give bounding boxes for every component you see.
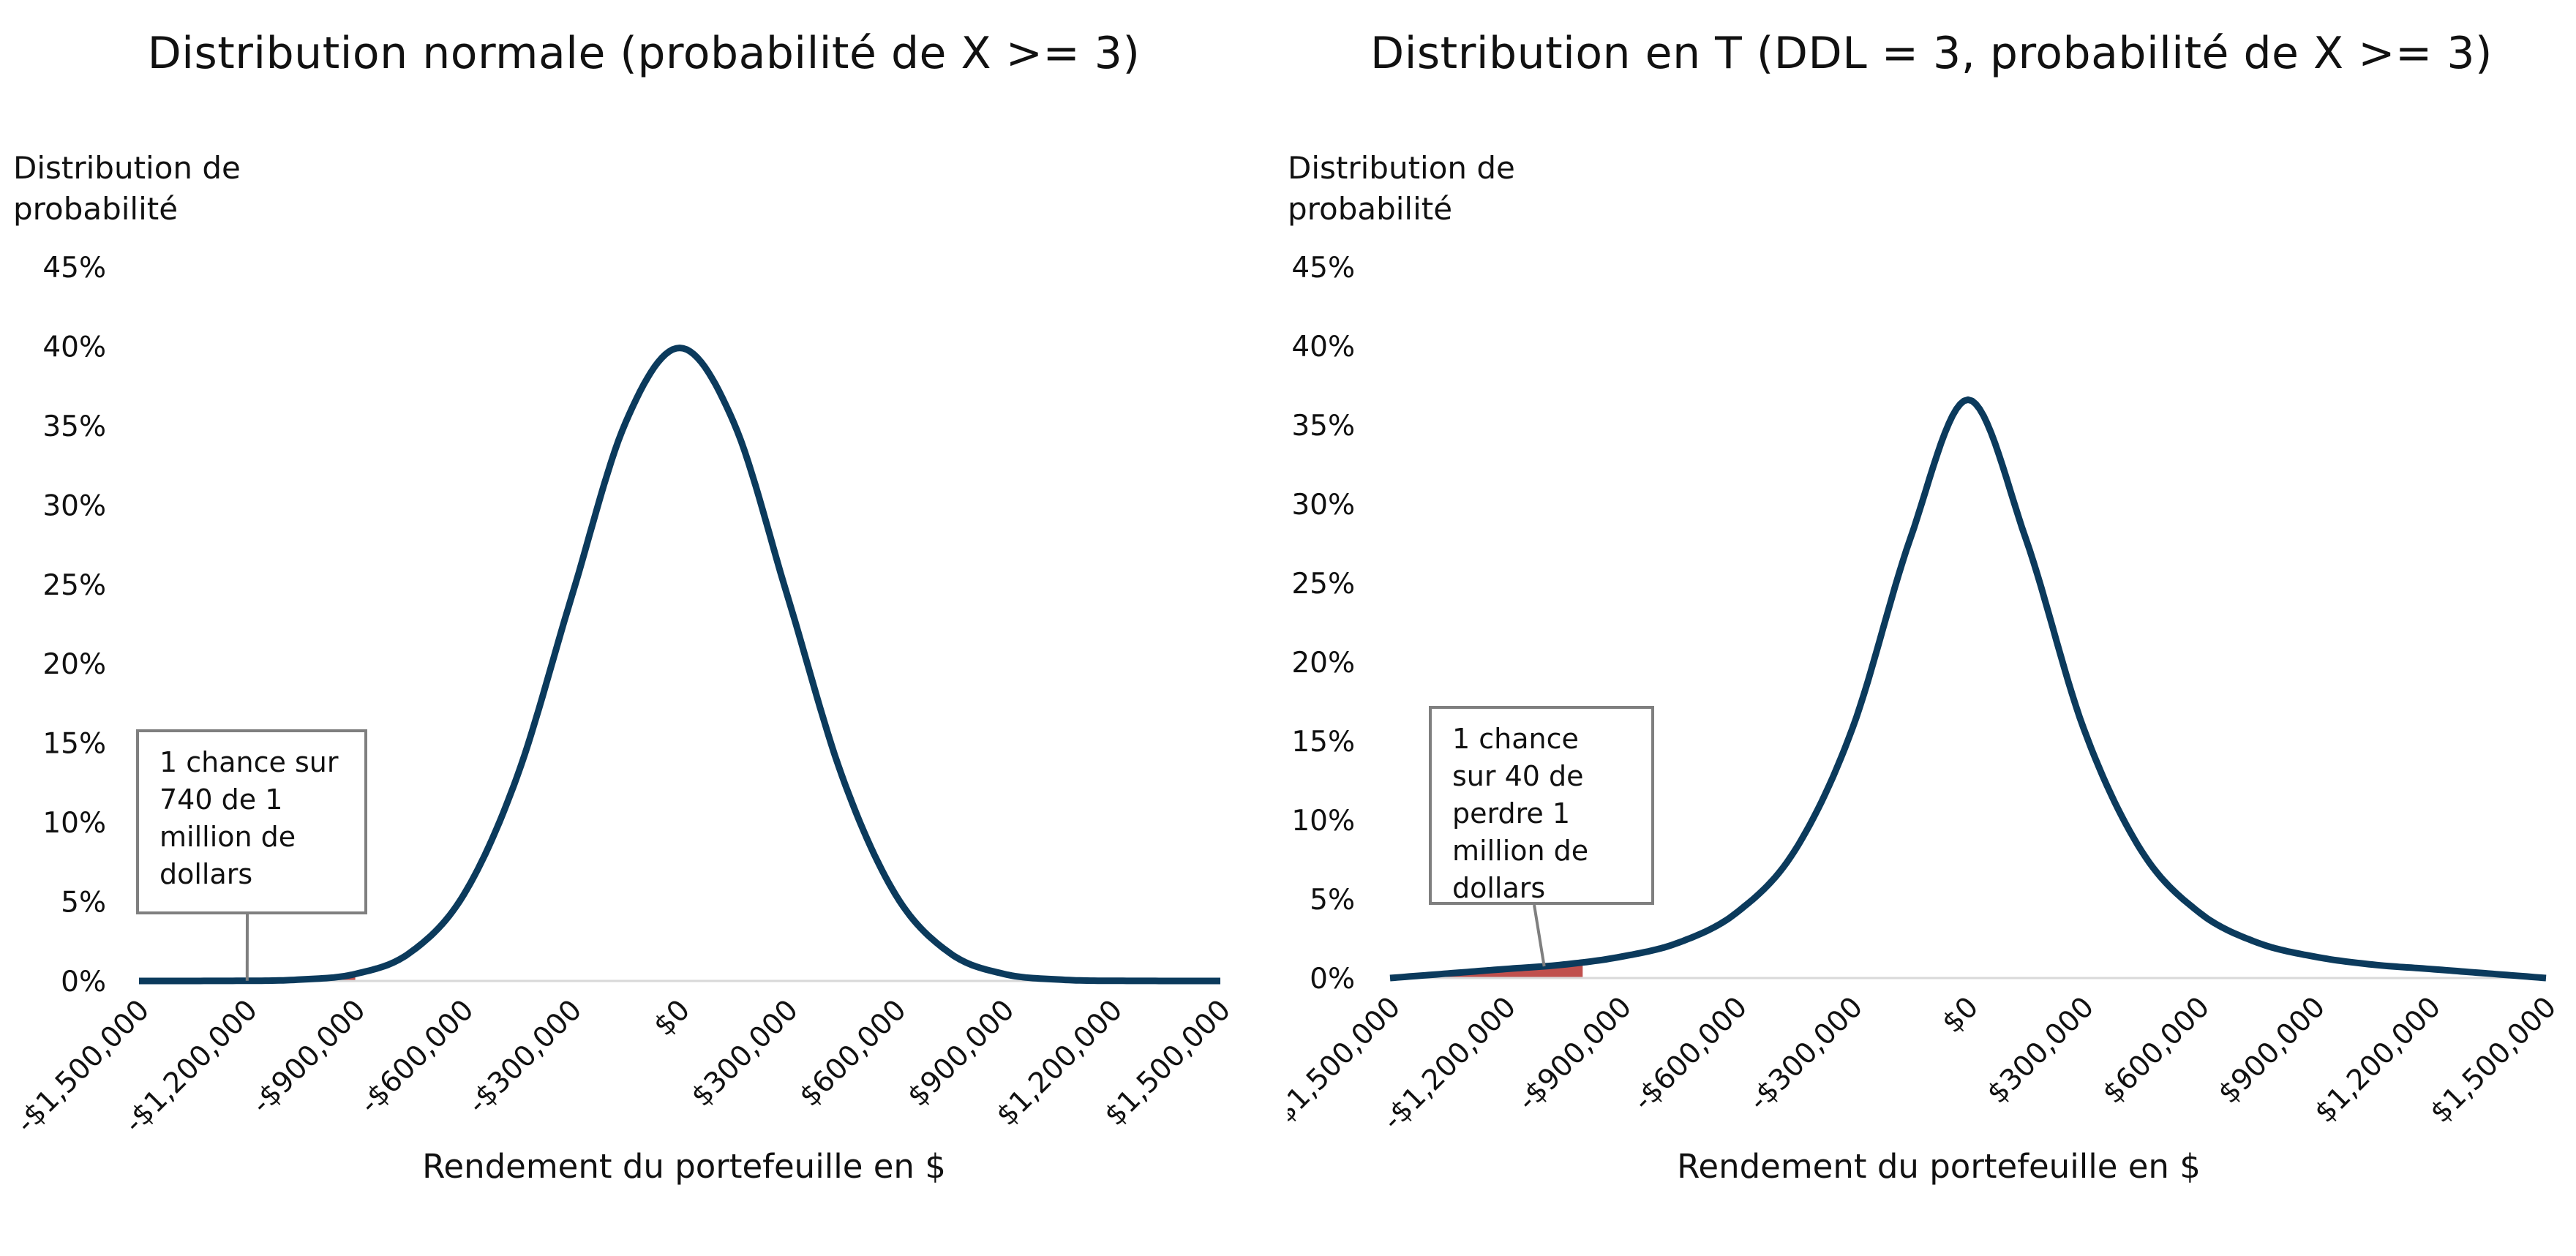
y-tick-label: 35%: [42, 410, 106, 443]
y-tick-label: 15%: [42, 728, 106, 761]
y-tick-label: 45%: [1291, 252, 1355, 285]
y-axis-label: Distribution de probabilité: [13, 150, 241, 227]
x-tick-label: $1,500,000: [2424, 990, 2563, 1129]
distribution-curve: [139, 345, 1220, 985]
y-tick-label: 45%: [42, 252, 106, 285]
y-tick-label: 0%: [1310, 963, 1355, 996]
x-tick-label: -$300,000: [1743, 990, 1869, 1117]
annotation-callout: 1 chance sur 740 de 1 million de dollars: [136, 729, 367, 914]
x-tick-label: $0: [1936, 990, 1985, 1039]
x-tick-label: -$900,000: [1512, 990, 1638, 1117]
x-tick-label: -$300,000: [462, 993, 588, 1120]
chart-title: Distribution en T (DDL = 3, probabilité …: [1370, 28, 2493, 79]
y-tick-label: 25%: [1291, 568, 1355, 601]
shaded-tail-region: [1390, 962, 1583, 978]
y-tick-label: 5%: [1310, 884, 1355, 917]
x-tick-label: $600,000: [793, 993, 912, 1113]
y-tick-label: 20%: [42, 648, 106, 681]
t-distribution-chart: Distribution en T (DDL = 3, probabilité …: [1288, 0, 2575, 1256]
x-tick-label: $600,000: [2097, 990, 2216, 1110]
normal-distribution-chart: Distribution normale (probabilité de X >…: [10, 28, 1237, 1186]
x-tick-label: -$600,000: [353, 993, 480, 1120]
x-tick-label: $900,000: [2212, 990, 2332, 1110]
chart-title: Distribution normale (probabilité de X >…: [147, 28, 1141, 79]
y-tick-label: 40%: [1291, 331, 1355, 364]
x-tick-label: $0: [647, 993, 696, 1042]
annotation-callout: 1 chance sur 40 de perdre 1 million de d…: [1429, 706, 1654, 905]
x-tick-label: $300,000: [685, 993, 804, 1113]
x-axis-label: Rendement du portefeuille en $: [1677, 1147, 2201, 1186]
y-tick-label: 30%: [1291, 489, 1355, 522]
x-tick-label: $900,000: [901, 993, 1021, 1113]
y-tick-label: 30%: [42, 489, 106, 522]
callout-leader-line: [1533, 904, 1546, 967]
x-tick-label: -$900,000: [245, 993, 372, 1120]
distribution-curve: [1389, 396, 2547, 982]
plot-area: 0%5%10%15%20%25%30%35%40%45%-$1,500,000-…: [10, 252, 1237, 1140]
x-axis-label: Rendement du portefeuille en $: [422, 1147, 946, 1186]
x-tick-label: -$600,000: [1627, 990, 1754, 1117]
y-tick-label: 20%: [1291, 647, 1355, 680]
y-tick-label: 35%: [1291, 410, 1355, 443]
y-axis-label: Distribution de probabilité: [1288, 150, 1515, 227]
x-tick-label: $300,000: [1981, 990, 2100, 1110]
y-tick-label: 5%: [61, 887, 106, 920]
y-tick-label: 0%: [61, 966, 106, 999]
y-tick-label: 15%: [1291, 726, 1355, 759]
y-tick-label: 10%: [1291, 805, 1355, 838]
y-tick-label: 25%: [42, 569, 106, 602]
plot-area: 0%5%10%15%20%25%30%35%40%45%-$1,500,000-…: [1288, 252, 2563, 1137]
y-tick-label: 40%: [42, 331, 106, 364]
y-tick-label: 10%: [42, 807, 106, 840]
